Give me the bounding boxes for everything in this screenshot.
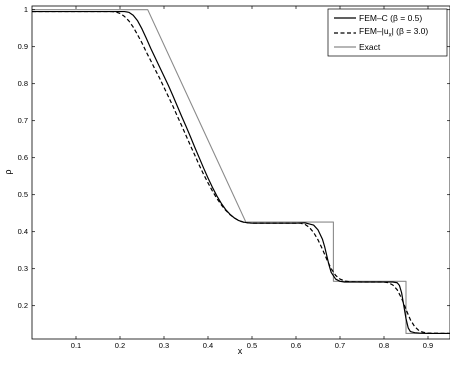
y-tick-label-6: 0.8: [18, 79, 28, 88]
legend-label-fem-ux-sub: x: [389, 33, 392, 39]
y-tick-label-3: 0.5: [18, 190, 28, 199]
x-tick-label-4: 0.5: [247, 341, 257, 350]
series-fem-c-line: [32, 10, 450, 335]
x-tick-label-3: 0.4: [203, 341, 213, 350]
ticks-layer: 0.1 0.2 0.3 0.4 0.5 0.6 0.7 0.8 0.9 0.2 0.3 0.4 0.5 0…: [18, 5, 450, 350]
x-tick-label-6: 0.7: [335, 341, 345, 350]
series-layer: [32, 9, 450, 335]
legend-label-fem-ux: FEM–|ux| (β = 3.0): [359, 26, 428, 39]
x-tick-label-7: 0.8: [379, 341, 389, 350]
y-tick-label-0: 0.2: [18, 301, 28, 310]
plot-frame: [31, 5, 450, 340]
legend-label-fem-ux-rest: | (β = 3.0): [392, 26, 429, 36]
legend: FEM–C (β = 0.5) FEM–|ux| (β = 3.0) Exact: [327, 8, 448, 57]
series-exact-line: [32, 9, 450, 334]
y-axis-label: ρ: [3, 169, 13, 174]
x-tick-label-0: 0.1: [71, 341, 81, 350]
y-tick-label-5: 0.7: [18, 116, 28, 125]
legend-label-exact: Exact: [359, 42, 381, 52]
x-tick-label-5: 0.6: [291, 341, 301, 350]
y-tick-label-1: 0.3: [18, 264, 28, 273]
x-tick-label-2: 0.3: [159, 341, 169, 350]
legend-label-fem-c: FEM–C (β = 0.5): [359, 13, 422, 23]
x-axis-label: x: [238, 346, 243, 356]
plot-background: [32, 6, 450, 339]
y-tick-label-4: 0.6: [18, 153, 28, 162]
y-tick-label-7: 0.9: [18, 42, 28, 51]
y-tick-label-8: 1: [24, 5, 28, 14]
y-tick-label-2: 0.4: [18, 227, 28, 236]
x-tick-label-1: 0.2: [115, 341, 125, 350]
x-tick-label-8: 0.9: [423, 341, 433, 350]
